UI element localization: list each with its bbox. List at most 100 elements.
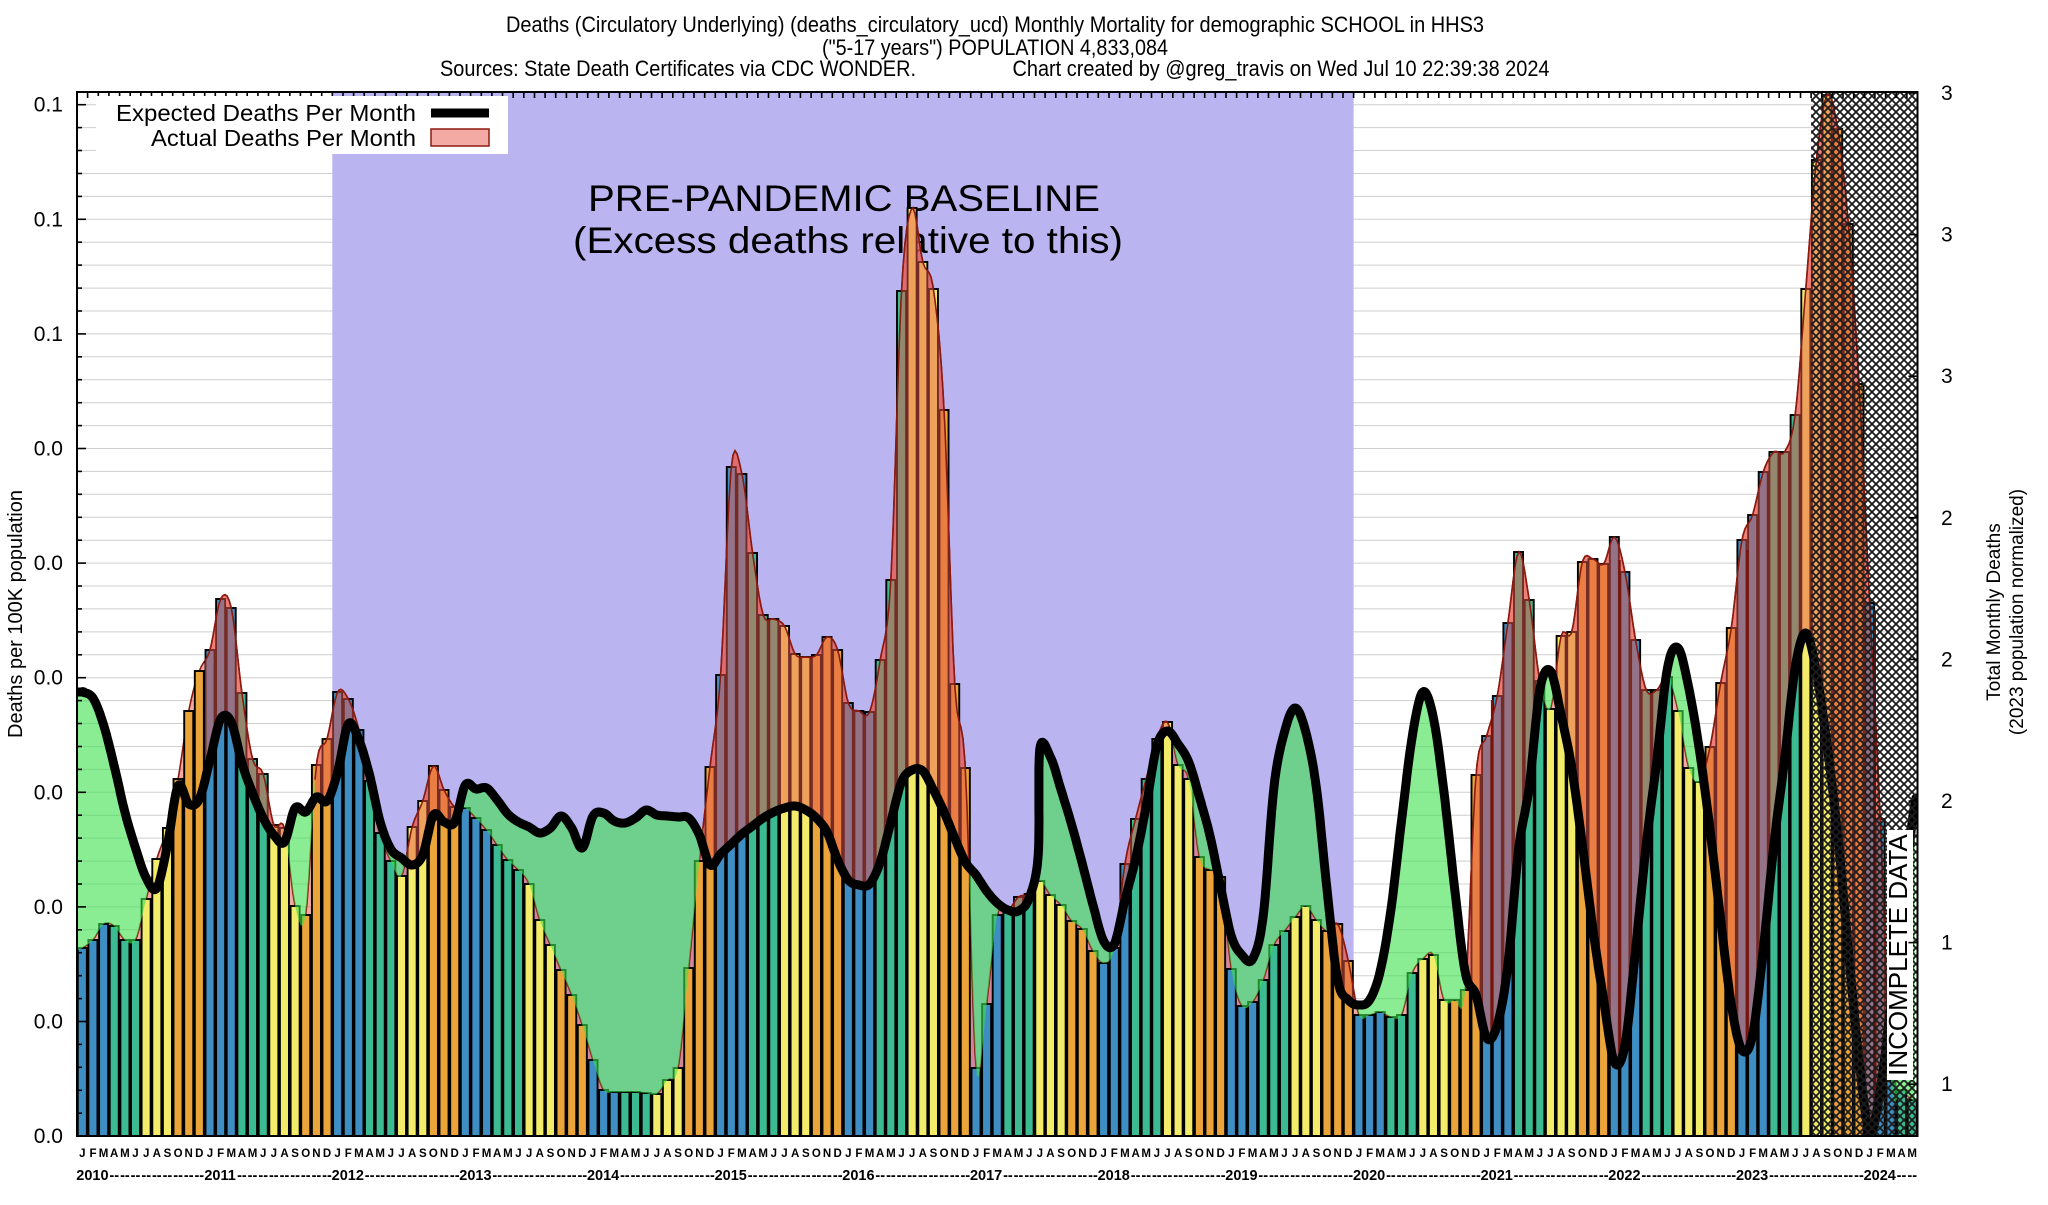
svg-text:J: J — [1675, 1148, 1681, 1160]
svg-text:2022: 2022 — [1608, 1168, 1640, 1184]
svg-text:2011: 2011 — [204, 1168, 235, 1184]
svg-text:J: J — [1164, 1148, 1170, 1160]
svg-text:--: -- — [1333, 1168, 1343, 1184]
svg-text:1: 1 — [1941, 932, 1953, 955]
svg-text:Expected Deaths Per Month: Expected Deaths Per Month — [116, 100, 416, 126]
svg-text:0.1: 0.1 — [34, 94, 63, 117]
svg-text:J: J — [79, 1148, 85, 1160]
svg-text:--: -- — [1290, 1168, 1300, 1184]
svg-text:M: M — [375, 1148, 385, 1160]
svg-text:J: J — [143, 1148, 149, 1160]
svg-text:J: J — [398, 1148, 404, 1160]
svg-text:A: A — [663, 1148, 671, 1160]
svg-text:--: -- — [1216, 1168, 1226, 1184]
svg-text:S: S — [1696, 1148, 1704, 1160]
svg-text:J: J — [1420, 1148, 1426, 1160]
svg-text:S: S — [1823, 1148, 1831, 1160]
svg-text:N: N — [1334, 1148, 1342, 1160]
svg-text:D: D — [1089, 1148, 1097, 1160]
svg-text:("5-17 years") POPULATION 4,83: ("5-17 years") POPULATION 4,833,084 — [822, 35, 1168, 60]
svg-text:J: J — [1154, 1148, 1160, 1160]
svg-text:J: J — [1866, 1148, 1872, 1160]
svg-text:--: -- — [1641, 1168, 1651, 1184]
svg-text:0.0: 0.0 — [34, 438, 63, 461]
svg-text:--: -- — [833, 1168, 843, 1184]
svg-text:A: A — [280, 1148, 288, 1160]
svg-text:--: -- — [1471, 1168, 1481, 1184]
svg-text:O: O — [1450, 1148, 1459, 1160]
svg-text:O: O — [1067, 1148, 1076, 1160]
svg-text:N: N — [568, 1148, 576, 1160]
svg-text:S: S — [1057, 1148, 1065, 1160]
svg-text:A: A — [919, 1148, 927, 1160]
svg-text:A: A — [1174, 1148, 1182, 1160]
svg-text:(Excess deaths relative to thi: (Excess deaths relative to this) — [573, 220, 1123, 261]
svg-text:2: 2 — [1941, 507, 1953, 530]
svg-text:2016: 2016 — [842, 1168, 874, 1184]
svg-text:J: J — [1664, 1148, 1670, 1160]
svg-text:--: -- — [556, 1168, 566, 1184]
svg-text:J: J — [1611, 1148, 1617, 1160]
svg-text:--: -- — [1663, 1168, 1673, 1184]
svg-text:Actual Deaths Per Month: Actual Deaths Per Month — [151, 125, 416, 151]
svg-text:J: J — [898, 1148, 904, 1160]
svg-text:2021: 2021 — [1481, 1168, 1513, 1184]
svg-text:O: O — [940, 1148, 949, 1160]
svg-text:--: -- — [1450, 1168, 1460, 1184]
svg-text:--: -- — [705, 1168, 715, 1184]
svg-text:--: -- — [939, 1168, 949, 1184]
svg-text:--: -- — [907, 1168, 917, 1184]
svg-text:M: M — [99, 1148, 109, 1160]
svg-text:0.0: 0.0 — [34, 1011, 63, 1034]
svg-text:J: J — [526, 1148, 532, 1160]
svg-text:--: -- — [407, 1168, 417, 1184]
svg-text:--: -- — [1461, 1168, 1471, 1184]
svg-text:--: -- — [1567, 1168, 1577, 1184]
svg-text:J: J — [781, 1148, 787, 1160]
svg-text:--: -- — [237, 1168, 247, 1184]
svg-text:J: J — [1228, 1148, 1234, 1160]
svg-text:2020: 2020 — [1353, 1168, 1385, 1184]
svg-text:--: -- — [918, 1168, 928, 1184]
svg-text:--: -- — [131, 1168, 141, 1184]
svg-text:--: -- — [1429, 1168, 1439, 1184]
svg-text:--: -- — [1163, 1168, 1173, 1184]
svg-text:N: N — [185, 1148, 193, 1160]
svg-text:--: -- — [1078, 1168, 1088, 1184]
svg-text:--: -- — [1312, 1168, 1322, 1184]
svg-text:--: -- — [1056, 1168, 1066, 1184]
svg-text:F: F — [1621, 1148, 1628, 1160]
svg-text:--: -- — [886, 1168, 896, 1184]
svg-text:--: -- — [173, 1168, 183, 1184]
svg-text:A: A — [1131, 1148, 1139, 1160]
svg-text:D: D — [323, 1148, 331, 1160]
svg-text:S: S — [547, 1148, 555, 1160]
svg-text:S: S — [1440, 1148, 1448, 1160]
svg-text:A: A — [1770, 1148, 1778, 1160]
svg-text:D: D — [706, 1148, 714, 1160]
svg-text:2023: 2023 — [1736, 1168, 1768, 1184]
svg-text:D: D — [195, 1148, 203, 1160]
svg-text:O: O — [1833, 1148, 1842, 1160]
svg-text:Sources: State Death Certifica: Sources: State Death Certificates via CD… — [440, 56, 916, 81]
svg-text:0.1: 0.1 — [34, 208, 63, 231]
svg-text:A: A — [1812, 1148, 1820, 1160]
svg-text:--: -- — [1780, 1168, 1790, 1184]
svg-text:--: -- — [1269, 1168, 1279, 1184]
svg-text:M: M — [120, 1148, 130, 1160]
svg-text:--: -- — [312, 1168, 322, 1184]
svg-text:F: F — [728, 1148, 735, 1160]
svg-text:S: S — [930, 1148, 938, 1160]
svg-text:--: -- — [1439, 1168, 1449, 1184]
svg-text:1: 1 — [1941, 1073, 1953, 1096]
svg-text:--: -- — [1535, 1168, 1545, 1184]
svg-text:--: -- — [929, 1168, 939, 1184]
svg-text:--: -- — [769, 1168, 779, 1184]
svg-text:--: -- — [1035, 1168, 1045, 1184]
svg-text:J: J — [207, 1148, 213, 1160]
svg-text:--: -- — [641, 1168, 651, 1184]
svg-text:--: -- — [120, 1168, 130, 1184]
svg-text:M: M — [248, 1148, 258, 1160]
svg-text:S: S — [1185, 1148, 1193, 1160]
svg-text:A: A — [1302, 1148, 1310, 1160]
